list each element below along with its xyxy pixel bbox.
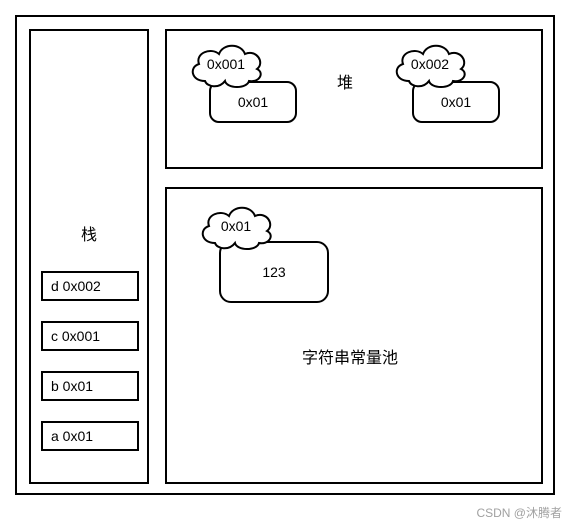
stack-item-label: c 0x001	[51, 328, 100, 344]
stack-item: d 0x002	[41, 271, 139, 301]
stack-item: b 0x01	[41, 371, 139, 401]
stack-item: c 0x001	[41, 321, 139, 351]
heap-address-cloud: 0x001	[185, 39, 267, 91]
heap-title: 堆	[337, 69, 353, 93]
heap-object-label: 0x01	[441, 94, 471, 110]
stack-title: 栈	[31, 221, 147, 245]
pool-object-label: 123	[262, 264, 285, 280]
stack-item-label: d 0x002	[51, 278, 101, 294]
heap-address-cloud: 0x002	[389, 39, 471, 91]
cloud-label: 0x001	[207, 56, 245, 72]
heap-panel: 堆 0x01 0x001 0x01 0x002	[165, 29, 543, 169]
cloud-label: 0x01	[221, 218, 251, 234]
cloud-label: 0x002	[411, 56, 449, 72]
string-pool-title: 字符串常量池	[302, 344, 398, 368]
memory-diagram: 栈 d 0x002 c 0x001 b 0x01 a 0x01 堆 0x01 0…	[15, 15, 555, 495]
watermark: CSDN @沐腾者	[476, 504, 562, 521]
stack-panel: 栈 d 0x002 c 0x001 b 0x01 a 0x01	[29, 29, 149, 484]
string-pool-panel: 字符串常量池 123 0x01	[165, 187, 543, 484]
stack-item: a 0x01	[41, 421, 139, 451]
stack-item-label: a 0x01	[51, 428, 93, 444]
heap-object-label: 0x01	[238, 94, 268, 110]
stack-item-label: b 0x01	[51, 378, 93, 394]
pool-address-cloud: 0x01	[195, 201, 277, 253]
